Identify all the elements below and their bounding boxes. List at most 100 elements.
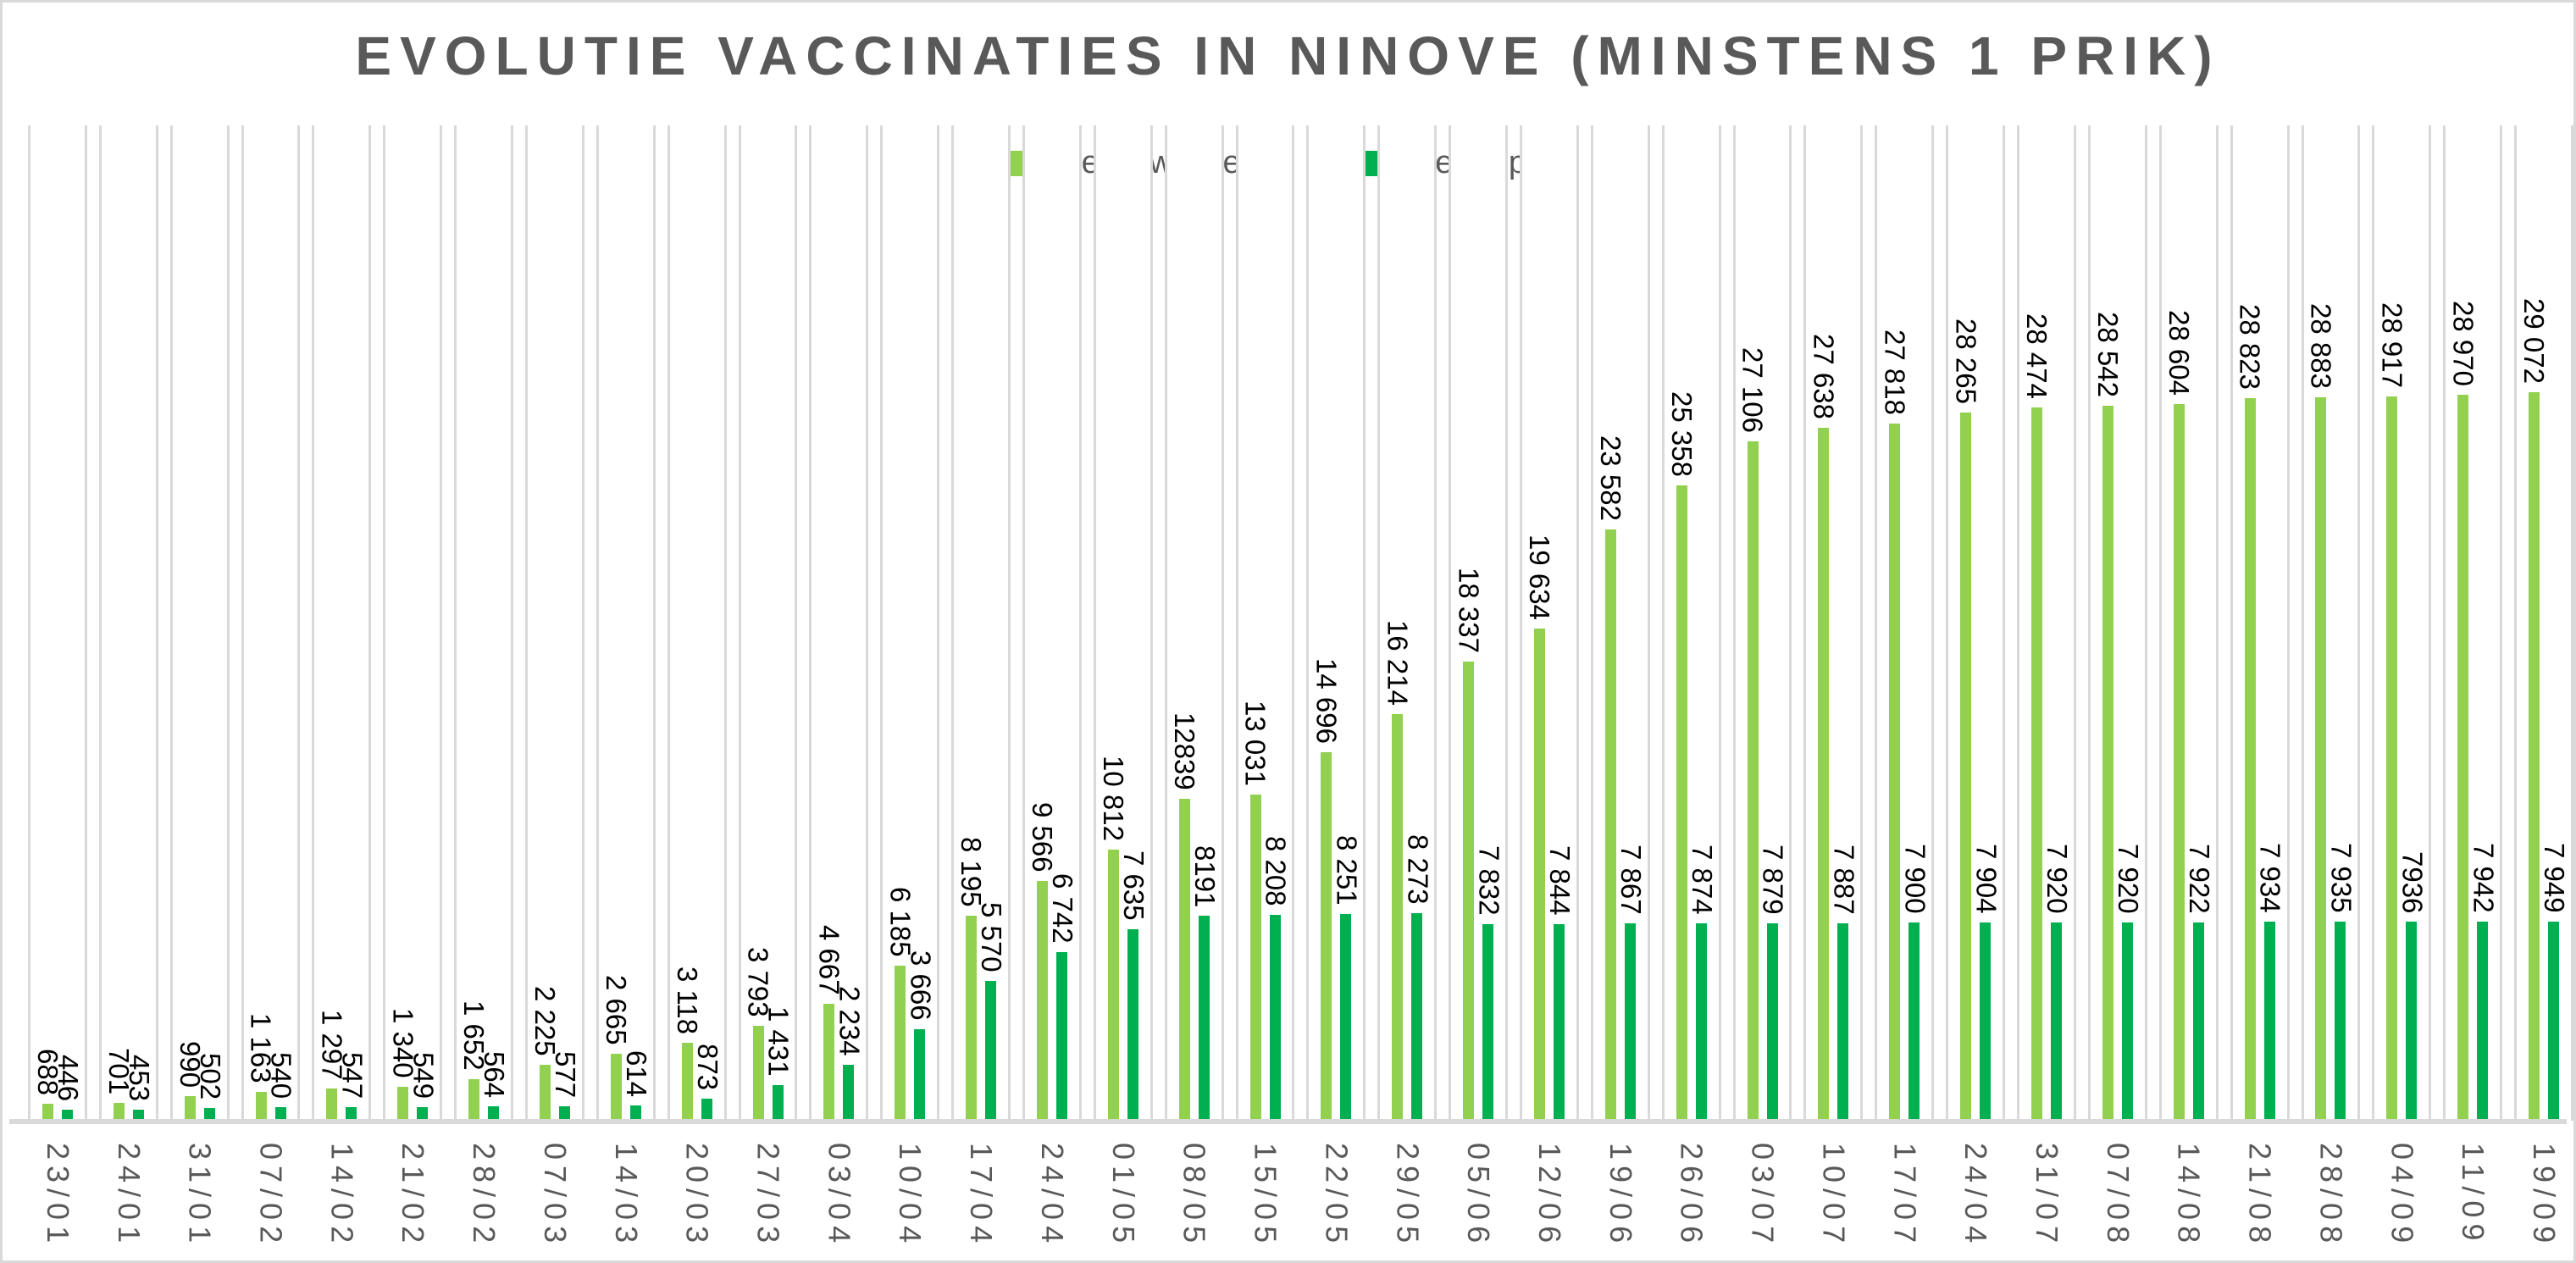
data-label-seniors: 502: [194, 1052, 226, 1100]
bar-seniors: [701, 1099, 712, 1121]
data-label-adults: 14 696: [1310, 658, 1343, 744]
data-label-seniors: 7936: [2396, 850, 2429, 913]
x-axis-label: 23/01: [40, 1143, 75, 1249]
data-label-seniors: 8191: [1188, 845, 1221, 907]
bar-seniors: [1482, 924, 1494, 1121]
bar-adults: [681, 1043, 693, 1121]
category-cell: 28 542 7 920 07/08: [2087, 125, 2147, 1249]
data-label-adults: 25 358: [1665, 391, 1698, 477]
bar-group: [1522, 125, 1576, 1121]
data-label-adults: 28 883: [2305, 303, 2337, 389]
chart-title: EVOLUTIE VACCINATIES IN NINOVE (MINSTENS…: [355, 25, 2221, 86]
bar-group: [599, 125, 653, 1121]
bar-group: [1096, 125, 1150, 1121]
data-label-adults: 8 195: [956, 837, 988, 907]
category-cell: 13 031 8 208 15/05: [1235, 125, 1295, 1249]
bar-seniors: [1553, 924, 1565, 1121]
category-cell: 25 358 7 874 26/06: [1661, 125, 1721, 1249]
bar-group: [2446, 125, 2500, 1121]
bar-group: [102, 125, 156, 1121]
category-cell: 28 265 7 904 24/04: [1946, 125, 2006, 1249]
x-axis-label: 10/07: [1816, 1143, 1852, 1249]
x-axis-label: 22/05: [1319, 1143, 1354, 1249]
data-label-adults: 18 337: [1453, 568, 1485, 653]
data-label-seniors: 7 844: [1544, 845, 1576, 916]
x-axis-label: 03/07: [1745, 1143, 1781, 1249]
bar-adults: [1392, 714, 1404, 1121]
data-label-seniors: 7 934: [2254, 843, 2286, 913]
data-label-adults: 27 638: [1808, 334, 1840, 419]
bar-adults: [1107, 850, 1119, 1121]
plot-area: 688 446 23/01 701 453 24/01 990 502 31/01 1 163 54…: [28, 125, 2573, 1249]
x-axis-label: 01/05: [1105, 1143, 1141, 1249]
bar-seniors: [346, 1107, 357, 1121]
bar-adults: [42, 1104, 53, 1121]
bar-seniors: [914, 1029, 926, 1121]
data-label-seniors: 564: [479, 1050, 511, 1098]
bar-group: [2162, 125, 2216, 1121]
category-cell: 3 118 873 20/03: [667, 125, 727, 1249]
category-cell: 701 453 24/01: [98, 125, 158, 1249]
data-label-seniors: 549: [407, 1051, 440, 1099]
bar-seniors: [2121, 922, 2133, 1121]
x-axis-label: 17/07: [1887, 1143, 1923, 1249]
bar-adults: [1036, 881, 1048, 1121]
data-label-adults: 28 474: [2021, 313, 2053, 399]
data-label-seniors: 7 942: [2468, 843, 2500, 913]
category-cell: 27 106 7 879 03/07: [1732, 125, 1792, 1249]
x-axis-label: 14/08: [2171, 1143, 2207, 1249]
data-label-adults: 3 793: [742, 947, 774, 1017]
bar-adults: [184, 1096, 196, 1121]
bar-group: [1167, 125, 1222, 1121]
bar-group: [1238, 125, 1293, 1121]
bar-adults: [1889, 424, 1901, 1121]
x-axis-label: 21/02: [396, 1143, 431, 1249]
x-axis-label: 28/02: [467, 1143, 502, 1249]
x-axis-label: 12/06: [1532, 1143, 1567, 1249]
bar-group: [1025, 125, 1079, 1121]
data-label-adults: 28 970: [2447, 301, 2479, 386]
bar-group: [2019, 125, 2074, 1121]
data-label-seniors: 7 887: [1828, 845, 1860, 915]
x-axis-label: 29/05: [1390, 1143, 1426, 1249]
bar-group: [173, 125, 227, 1121]
bar-group: [954, 125, 1008, 1121]
bar-group: [314, 125, 368, 1121]
bar-group: [1806, 125, 1860, 1121]
data-label-seniors: 547: [336, 1051, 368, 1099]
x-axis-label: 20/03: [679, 1143, 715, 1249]
x-axis-line: [9, 1119, 2567, 1124]
bar-seniors: [1837, 923, 1849, 1121]
data-label-seniors: 7 935: [2325, 843, 2357, 913]
bar-adults: [1249, 795, 1261, 1121]
bar-group: [1948, 125, 2003, 1121]
data-label-seniors: 540: [265, 1051, 297, 1099]
bar-seniors: [1198, 916, 1210, 1121]
category-cell: 1 340 549 21/02: [383, 125, 443, 1249]
bar-adults: [966, 916, 978, 1121]
category-cell: 8 195 5 570 17/04: [951, 125, 1011, 1249]
bar-adults: [1533, 629, 1545, 1121]
bar-adults: [2386, 396, 2398, 1121]
x-axis-label: 19/09: [2527, 1143, 2562, 1249]
category-cell: 990 502 31/01: [169, 125, 230, 1249]
bar-seniors: [61, 1110, 73, 1121]
category-cell: 28 917 7936 04/09: [2372, 125, 2432, 1249]
bar-adults: [895, 966, 906, 1121]
x-axis-label: 28/08: [2313, 1143, 2349, 1249]
data-label-adults: 1 340: [387, 1008, 419, 1078]
data-label-adults: 3 118: [671, 966, 703, 1034]
bar-group: [883, 125, 937, 1121]
category-cell: 29 072 7 949 19/09: [2514, 125, 2573, 1249]
data-label-seniors: 3 666: [905, 950, 937, 1021]
category-cell: 1 163 540 07/02: [241, 125, 301, 1249]
data-label-seniors: 7 900: [1899, 844, 1931, 914]
category-cell: 2 665 614 14/03: [596, 125, 656, 1249]
category-cell: 4 667 2 234 03/04: [809, 125, 869, 1249]
bar-seniors: [1908, 922, 1920, 1121]
x-axis-label: 03/04: [822, 1143, 857, 1249]
data-label-adults: 28 917: [2376, 302, 2408, 388]
bar-group: [2091, 125, 2145, 1121]
category-cell: 9 566 6 742 24/04: [1022, 125, 1082, 1249]
